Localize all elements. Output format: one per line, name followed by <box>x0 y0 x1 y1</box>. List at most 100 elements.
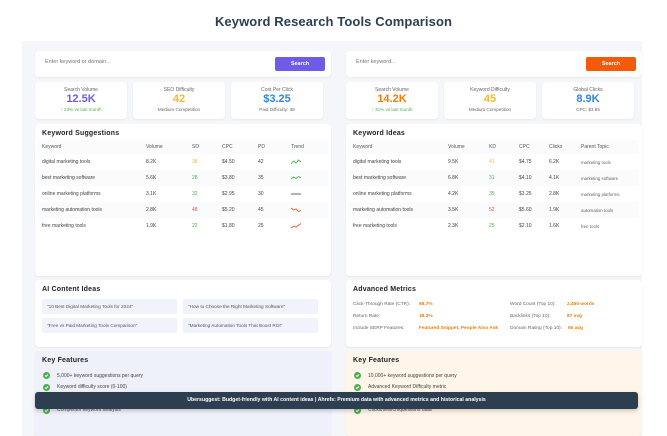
ai-idea-item[interactable]: "Free vs Paid Marketing Tools Comparison… <box>42 318 177 333</box>
serp-features-value[interactable]: Featured Snippet, People Also Ask <box>419 326 499 331</box>
sd-cell: 32 <box>192 191 198 197</box>
metric-search-volume: Search Volume 12.5K ↑ 23% vs last month <box>35 82 127 119</box>
table-header: Keyword Volume KD CPC Clicks Parent Topi… <box>349 140 639 154</box>
metric-value: 14.2K <box>377 93 407 105</box>
feature-item: Clicks/search/questions data <box>354 405 457 417</box>
metric-keyword-difficulty: Keyword Difficulty 45 Medium Competition <box>444 82 536 119</box>
kd-cell: 52 <box>485 202 515 218</box>
clicks-cell: 4.1K <box>545 170 577 186</box>
keyword-ideas-table: Keyword Volume KD CPC Clicks Parent Topi… <box>349 140 639 234</box>
cpc-cell: $4.50 <box>222 159 235 165</box>
metric-sub: Paid Difficulty: 38 <box>259 107 295 112</box>
backlinks-label: Backlinks (Top 10): <box>510 314 551 319</box>
column-header[interactable]: Keyword <box>38 140 142 154</box>
serp-features-label: Include SERP Features: <box>353 326 405 331</box>
return-rate-value: 18.3% <box>419 314 433 319</box>
keyword-ideas-card: Keyword Ideas Keyword Volume KD CPC Clic… <box>346 124 642 276</box>
table-row[interactable]: digital marketing tools 8.2K 38 $4.50 42 <box>38 154 328 170</box>
ai-idea-item[interactable]: "Marketing Automation Tools That Boost R… <box>183 318 318 333</box>
table-row[interactable]: online marketing platforms 3.1K 32 $2.95… <box>38 186 328 202</box>
page-title: Keyword Research Tools Comparison <box>214 14 453 29</box>
volume-cell: 2.8K <box>142 202 188 218</box>
keyword-suggestions-table: Keyword Volume SD CPC PD Trend digital m… <box>38 140 328 234</box>
sd-cell: 28 <box>188 170 218 186</box>
clicks-cell: 6.2K <box>549 159 560 165</box>
word-count-value: 2,450 words <box>567 302 595 307</box>
column-header[interactable]: CPC <box>515 140 545 154</box>
ubersuggest-search-button[interactable]: Search <box>275 57 325 71</box>
metric-value: $3.25 <box>263 93 291 105</box>
check-circle-icon <box>43 406 50 414</box>
ahrefs-search-input[interactable] <box>356 59 556 65</box>
kd-cell: 25 <box>489 223 495 229</box>
check-circle-icon <box>354 406 361 414</box>
cpc-cell: $2.10 <box>519 223 532 229</box>
keyword-cell: free marketing tools <box>353 223 397 229</box>
column-header[interactable]: Clicks <box>545 140 577 154</box>
volume-cell: 9.5K <box>448 159 459 165</box>
card-title: Advanced Metrics <box>353 286 417 293</box>
check-circle-icon <box>43 383 50 391</box>
keyword-cell: digital marketing tools <box>42 159 91 165</box>
trend-cell <box>287 170 328 186</box>
check-circle-icon <box>354 372 361 380</box>
cpc-cell: $5.60 <box>515 202 545 218</box>
column-header[interactable]: Volume <box>142 140 188 154</box>
table-header: Keyword Volume SD CPC PD Trend <box>38 140 328 154</box>
keyword-cell: digital marketing tools <box>353 159 402 165</box>
keyword-cell: marketing automation tools <box>349 202 444 218</box>
check-circle-icon <box>43 372 50 380</box>
column-header[interactable]: SD <box>188 140 218 154</box>
parent-topic-cell: automation tools <box>577 202 639 218</box>
table-row[interactable]: best marketing software 5.6K 28 $3.80 35 <box>38 170 328 186</box>
ai-idea-item[interactable]: "10 Best Digital Marketing Tools for 202… <box>42 299 177 314</box>
metric-sub: CPC: $3.85 <box>576 107 600 112</box>
parent-topic-cell: marketing tools <box>581 159 611 165</box>
table-row[interactable]: online marketing platforms 4.2K 35 $3.25… <box>349 186 639 202</box>
column-header[interactable]: Volume <box>444 140 485 154</box>
sd-cell: 48 <box>188 202 218 218</box>
ubersuggest-search-input[interactable] <box>45 59 245 65</box>
feature-item: Advanced Keyword Difficulty metric <box>354 382 457 394</box>
table-row[interactable]: free marketing tools 1.9K 22 $1.80 25 <box>38 218 328 234</box>
trend-cell <box>287 186 328 202</box>
metric-label: Cost Per Click <box>261 87 293 93</box>
pd-cell: 42 <box>258 159 264 165</box>
table-row[interactable]: marketing automation tools 2.8K 48 $5.20… <box>38 202 328 218</box>
column-header[interactable]: CPC <box>218 140 254 154</box>
ahrefs-search-button[interactable]: Search <box>586 57 636 71</box>
keyword-cell: online marketing platforms <box>42 191 101 197</box>
table-row[interactable]: marketing automation tools 3.5K 52 $5.60… <box>349 202 639 218</box>
ai-idea-item[interactable]: "How to Choose the Right Marketing Softw… <box>183 299 318 314</box>
check-circle-icon <box>354 383 361 391</box>
column-header[interactable]: PD <box>254 140 287 154</box>
feature-text: Advanced Keyword Difficulty metric <box>368 384 447 391</box>
pd-cell: 45 <box>254 202 287 218</box>
table-row[interactable]: digital marketing tools 9.5K 41 $4.75 6.… <box>349 154 639 170</box>
keyword-cell: online marketing platforms <box>353 191 412 197</box>
column-header[interactable]: KD <box>485 140 515 154</box>
trend-cell <box>287 154 328 170</box>
column-header[interactable]: Parent Topic <box>577 140 639 154</box>
metric-label: Global Clicks <box>573 87 603 93</box>
word-count-label: Word Count (Top 10): <box>510 302 556 307</box>
volume-cell: 3.1K <box>146 191 157 197</box>
trend-cell <box>287 202 328 218</box>
ubersuggest-metrics: Search Volume 12.5K ↑ 23% vs last month … <box>35 82 331 119</box>
metric-label: Keyword Difficulty <box>470 87 510 93</box>
column-header[interactable]: Trend <box>287 140 328 154</box>
feature-item: 5,000+ keyword suggestions per query <box>43 370 143 382</box>
table-row[interactable]: free marketing tools 2.3K 25 $2.10 1.6K … <box>349 218 639 234</box>
volume-cell: 6.8K <box>444 170 485 186</box>
metric-label: SEO Difficulty <box>163 87 195 93</box>
column-header[interactable]: Keyword <box>349 140 444 154</box>
sd-cell: 22 <box>192 223 198 229</box>
kd-cell: 41 <box>489 159 495 165</box>
metric-sub: Medium Competition <box>468 107 512 112</box>
trend-rise-icon <box>291 223 301 229</box>
cpc-cell: $2.95 <box>222 191 235 197</box>
metric-value: 12.5K <box>66 93 96 105</box>
ctr-value: 68.7% <box>419 302 433 307</box>
feature-text: Competitor keyword analysis <box>57 407 121 414</box>
table-row[interactable]: best marketing software 6.8K 31 $4.10 4.… <box>349 170 639 186</box>
